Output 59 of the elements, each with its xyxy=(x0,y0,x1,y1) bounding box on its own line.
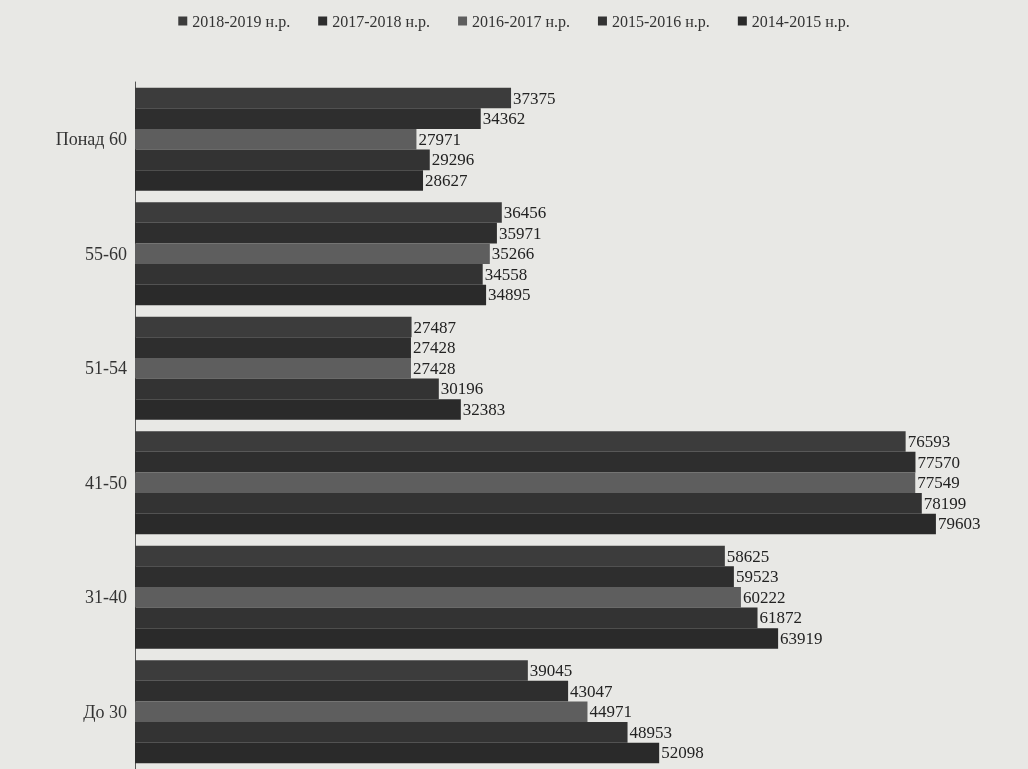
data-label: 34362 xyxy=(482,109,526,129)
data-label: 27428 xyxy=(412,338,456,358)
data-label: 39045 xyxy=(529,661,573,681)
data-label: 35266 xyxy=(491,244,535,264)
data-label: 28627 xyxy=(425,170,469,190)
bar xyxy=(135,222,497,244)
data-label: 77570 xyxy=(917,452,960,472)
y-tick-label: Понад 60 xyxy=(55,129,127,150)
bar xyxy=(135,357,411,379)
data-label: 36456 xyxy=(503,203,547,223)
data-label: 29296 xyxy=(431,150,475,170)
data-label: 34895 xyxy=(488,285,531,305)
bar xyxy=(135,545,725,567)
bar xyxy=(135,431,906,452)
data-label: 44971 xyxy=(589,702,632,722)
data-label: 63919 xyxy=(780,628,823,648)
y-tick-label: До 30 xyxy=(83,701,127,722)
bar xyxy=(135,701,588,723)
data-label: 60222 xyxy=(742,587,786,607)
bar xyxy=(135,586,741,608)
data-label: 79603 xyxy=(937,514,981,534)
bar xyxy=(135,337,411,358)
bar xyxy=(135,128,417,150)
data-label: 61872 xyxy=(759,608,803,628)
data-label: 52098 xyxy=(661,743,704,763)
y-tick-label: 51-54 xyxy=(85,358,127,379)
data-label: 27428 xyxy=(412,358,456,378)
bar xyxy=(135,451,916,473)
legend-label: 2016-2017 н.р. xyxy=(472,12,570,31)
data-label: 77549 xyxy=(917,473,960,493)
bar xyxy=(135,472,916,494)
y-tick-label: 31-40 xyxy=(85,587,127,608)
data-label: 78199 xyxy=(923,493,967,513)
bar xyxy=(135,108,481,129)
data-label: 27487 xyxy=(413,317,457,337)
data-label: 43047 xyxy=(570,681,614,701)
data-label: 48953 xyxy=(629,722,673,742)
bar xyxy=(135,660,528,681)
data-label: 37375 xyxy=(513,88,556,108)
legend-label: 2015-2016 н.р. xyxy=(611,12,710,31)
data-label: 76593 xyxy=(907,432,951,452)
bar xyxy=(135,87,512,109)
data-label: 30196 xyxy=(440,379,484,399)
data-label: 35971 xyxy=(498,223,542,243)
data-label: 32383 xyxy=(462,399,506,419)
bar xyxy=(135,566,734,587)
legend-label: 2018-2019 н.р. xyxy=(192,12,291,31)
data-label: 58625 xyxy=(726,546,770,566)
bar xyxy=(135,202,502,223)
bar xyxy=(135,680,569,702)
legend-label: 2014-2015 н.р. xyxy=(751,12,850,31)
y-tick-label: 55-60 xyxy=(85,243,127,264)
data-label: 34558 xyxy=(484,264,528,284)
data-label: 59523 xyxy=(735,567,779,587)
y-tick-label: 41-50 xyxy=(85,472,127,493)
data-label: 27971 xyxy=(418,129,461,149)
bar xyxy=(135,316,412,338)
bar xyxy=(135,243,490,265)
legend-label: 2017-2018 н.р. xyxy=(332,12,431,31)
